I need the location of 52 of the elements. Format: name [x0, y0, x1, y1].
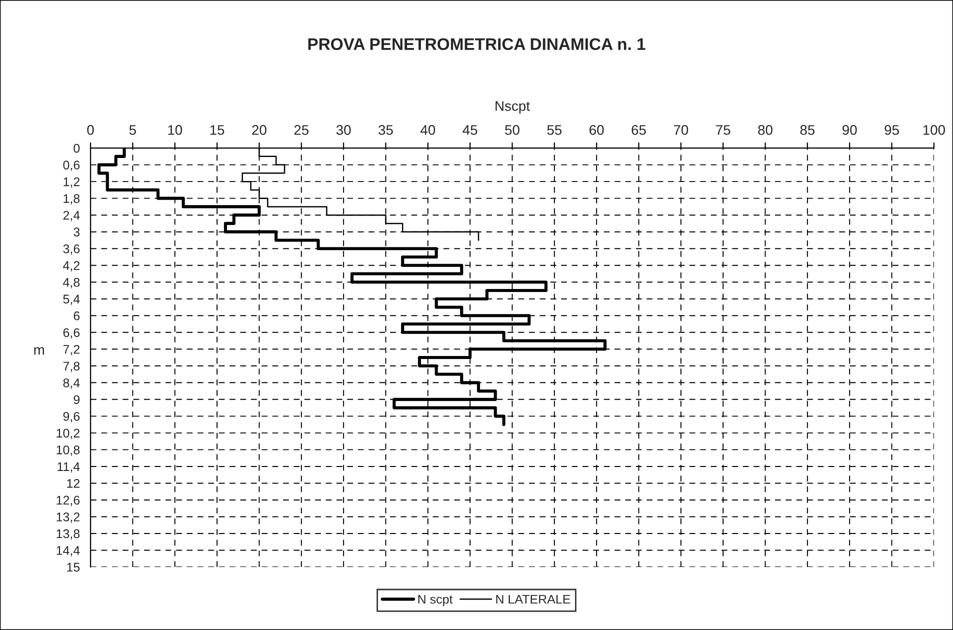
x-tick-label: 60	[590, 125, 604, 135]
y-tick-label: 15	[67, 562, 80, 572]
y-tick-label: 10,8	[56, 445, 80, 456]
y-tick-label: 3	[74, 228, 80, 236]
y-tick-label: 9,6	[63, 412, 80, 422]
x-tick-label: 80	[758, 125, 772, 135]
x-tick-label: 15	[210, 125, 224, 135]
x-tick-label: 100	[923, 125, 945, 135]
x-tick-label: 95	[884, 125, 899, 135]
legend-label: N LATERALE	[496, 594, 570, 604]
x-axis-title: Nscpt	[496, 101, 530, 114]
x-tick-label: 85	[800, 125, 815, 135]
y-tick-label: 10,2	[56, 428, 80, 440]
y-tick-label: 4,8	[63, 278, 80, 288]
x-tick-label: 65	[632, 125, 646, 135]
x-tick-label: 5	[129, 125, 136, 135]
y-axis-title: m	[34, 347, 44, 355]
y-tick-label: 12	[67, 479, 80, 488]
y-tick-label: 9	[74, 395, 80, 404]
y-tick-label: 12,6	[56, 496, 80, 506]
y-tick-label: 13,8	[56, 529, 80, 540]
chart-title: PROVA PENETROMETRICA DINAMICA n. 1	[308, 38, 646, 50]
x-tick-label: 20	[252, 125, 266, 135]
y-tick-label: 14,4	[56, 546, 80, 556]
y-tick-label: 7,8	[63, 362, 80, 372]
y-tick-label: 2,4	[63, 210, 80, 222]
x-tick-label: 70	[674, 125, 688, 135]
y-tick-label: 6,6	[63, 328, 80, 339]
y-tick-label: 0	[74, 144, 80, 153]
x-tick-label: 50	[505, 125, 520, 135]
x-tick-label: 45	[462, 125, 478, 135]
y-tick-label: 1,8	[64, 194, 80, 204]
y-tick-label: 5,4	[63, 294, 80, 305]
x-tick-label: 75	[716, 125, 730, 135]
y-tick-label: 13,2	[56, 512, 80, 523]
x-tick-label: 10	[168, 125, 182, 135]
legend-label: N scpt	[418, 594, 453, 606]
y-tick-label: 0,6	[63, 160, 80, 171]
y-tick-label: 8,4	[63, 378, 80, 389]
y-tick-label: 3,6	[63, 244, 80, 255]
x-tick-label: 35	[378, 125, 393, 135]
y-tick-label: 6	[74, 311, 80, 320]
y-tick-label: 7,2	[63, 344, 80, 356]
y-tick-label: 11,4	[58, 462, 80, 473]
x-tick-label: 30	[336, 125, 351, 135]
y-tick-label: 4,2	[63, 261, 80, 272]
x-tick-label: 25	[294, 125, 309, 135]
x-tick-label: 40	[420, 125, 436, 135]
x-tick-label: 90	[842, 125, 857, 135]
y-tick-label: 1,2	[64, 177, 80, 188]
x-tick-label: 0	[87, 125, 94, 135]
x-tick-label: 55	[547, 125, 562, 135]
